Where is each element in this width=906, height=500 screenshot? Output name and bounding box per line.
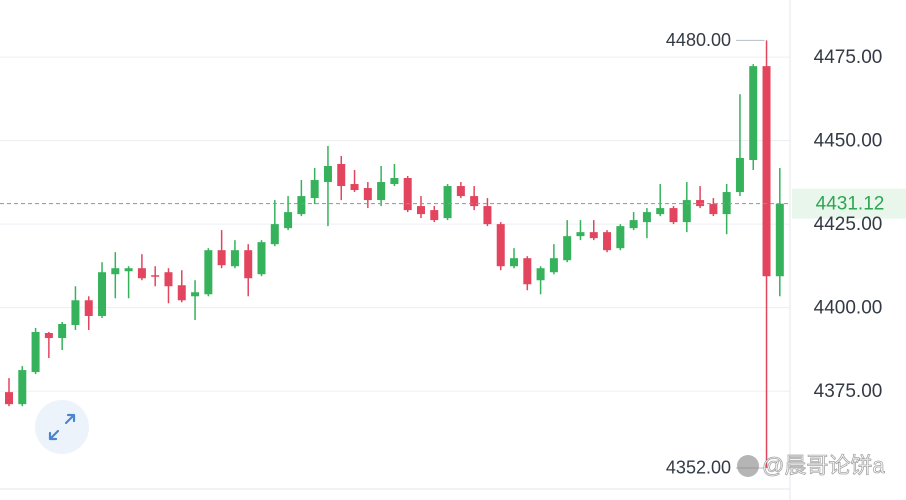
candle-body xyxy=(483,206,492,225)
candle-body xyxy=(403,178,412,211)
candle-body xyxy=(470,196,479,207)
candle-body xyxy=(98,272,107,316)
candle-body xyxy=(416,206,425,215)
candle-body xyxy=(775,203,784,277)
candle-body xyxy=(257,242,266,275)
candle-body xyxy=(523,258,532,285)
last-price-label: 4431.12 xyxy=(816,194,885,215)
candle-body xyxy=(563,236,572,261)
candle-body xyxy=(44,333,53,339)
y-tick-label: 4475.00 xyxy=(814,47,883,68)
candle-body xyxy=(510,258,519,267)
candle-body xyxy=(230,250,239,267)
candle-body xyxy=(443,186,452,219)
candle-body xyxy=(363,188,372,201)
grid xyxy=(0,56,790,392)
candles xyxy=(5,40,784,468)
candle-body xyxy=(576,232,585,237)
candle-body xyxy=(642,212,651,223)
candle-body xyxy=(124,268,133,272)
candle-body xyxy=(31,332,40,373)
candle-body xyxy=(5,392,13,405)
candle-body xyxy=(722,192,731,215)
high-label: 4480.00 xyxy=(666,30,731,50)
candle-body xyxy=(629,220,638,229)
candle-body xyxy=(244,250,253,279)
expand-button-bg[interactable] xyxy=(35,400,89,454)
expand-button[interactable] xyxy=(35,400,89,454)
last-price-box xyxy=(792,188,906,219)
candle-body xyxy=(589,232,598,239)
y-tick-label: 4375.00 xyxy=(814,381,883,402)
y-tick-label: 4425.00 xyxy=(814,214,883,235)
candle-body xyxy=(111,268,120,275)
candle-body xyxy=(496,224,505,267)
overlay: 4480.00 4352.00 4431.12 @晨哥论饼a xyxy=(0,30,906,478)
candle-body xyxy=(762,66,771,277)
candle-body xyxy=(297,196,306,215)
low-label: 4352.00 xyxy=(666,458,731,478)
candle-body xyxy=(735,157,744,193)
candle-body xyxy=(337,164,346,187)
candle-body xyxy=(656,208,665,215)
candle-body xyxy=(84,300,93,316)
candle-body xyxy=(390,178,399,185)
candle-body xyxy=(58,323,67,339)
candle-body xyxy=(430,210,439,221)
candle-body xyxy=(549,258,558,273)
candle-body xyxy=(164,272,173,287)
candle-body xyxy=(284,212,293,229)
candle-body xyxy=(310,180,319,199)
candle-body xyxy=(137,268,146,279)
candle-body xyxy=(682,200,691,223)
candle-body xyxy=(217,250,226,266)
candle-body xyxy=(151,275,160,277)
candle-body xyxy=(191,292,200,297)
candle-body xyxy=(603,232,612,251)
candle-body xyxy=(749,66,758,160)
candle-body xyxy=(204,250,213,295)
candle-body xyxy=(270,224,279,245)
candle-body xyxy=(536,268,545,281)
candle-body xyxy=(456,186,465,197)
expand-icon xyxy=(48,413,76,441)
candle-body xyxy=(669,208,678,223)
candle-body xyxy=(71,300,80,325)
candle-body xyxy=(18,370,27,405)
candle-body xyxy=(709,204,718,215)
candle-body xyxy=(350,184,359,191)
candle-body xyxy=(616,226,625,249)
y-tick-label: 4400.00 xyxy=(814,298,883,319)
candle-body xyxy=(696,200,705,207)
y-tick-label: 4450.00 xyxy=(814,131,883,152)
candle-body xyxy=(323,166,332,183)
watermark-icon xyxy=(737,455,759,477)
watermark: @晨哥论饼a xyxy=(762,453,885,478)
candle-body xyxy=(377,182,386,201)
candle-body xyxy=(177,285,186,301)
